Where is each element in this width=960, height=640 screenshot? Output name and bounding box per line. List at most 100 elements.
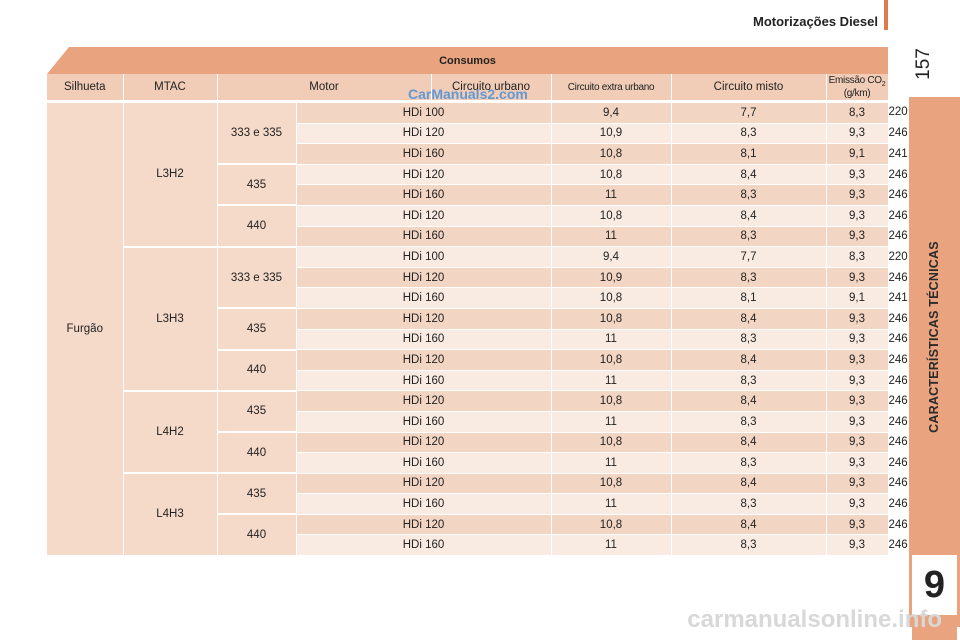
- motor-cell: HDi 120: [296, 514, 552, 536]
- extra-urbano-cell: 7,7: [671, 246, 827, 268]
- urbano-cell: 9,4: [551, 246, 672, 268]
- col-emissao-co2-label: Emissão CO: [828, 75, 882, 86]
- chapter-number: 9: [912, 555, 957, 615]
- extra-urbano-cell: 8,4: [671, 164, 827, 186]
- motor-cell: HDi 160: [296, 452, 552, 474]
- urbano-cell: 10,8: [551, 143, 672, 165]
- motor-cell: HDi 120: [296, 267, 552, 289]
- urbano-cell: 11: [551, 534, 672, 557]
- table-row: 440 HDi 120 10,8 8,4 9,3 246: [47, 205, 908, 248]
- extra-urbano-cell: 8,4: [671, 473, 827, 495]
- misto-cell: 9,3: [826, 514, 889, 536]
- misto-cell: 9,3: [826, 473, 889, 495]
- extra-urbano-cell: 8,3: [671, 267, 827, 289]
- misto-cell: 9,1: [826, 287, 889, 309]
- extra-urbano-cell: 8,3: [671, 534, 827, 557]
- urbano-cell: 11: [551, 452, 672, 474]
- motor-cell: HDi 120: [296, 432, 552, 454]
- col-motor: Motor: [217, 74, 432, 103]
- mtac-cell: 440: [217, 349, 297, 392]
- urbano-cell: 10,9: [551, 123, 672, 145]
- mtac-cell: 440: [217, 205, 297, 248]
- col-silhueta: Silhueta: [47, 74, 124, 103]
- misto-cell: 9,3: [826, 308, 889, 330]
- page-header-title: Motorizações Diesel: [753, 14, 878, 29]
- motor-cell: HDi 120: [296, 123, 552, 145]
- co2-subscript: 2: [881, 81, 886, 88]
- version-cell: L4H2: [123, 390, 218, 475]
- page-number: 157: [913, 48, 934, 80]
- table-row: HDi 160 11 8,3 9,3 246: [47, 493, 908, 515]
- table-row: 440 HDi 120 10,8 8,4 9,3 246: [47, 349, 908, 392]
- watermark-carmanualsonline: carmanualsonline.info: [687, 606, 942, 633]
- misto-cell: 9,3: [826, 370, 889, 392]
- col-emissao-co2-unit: (g/km): [843, 88, 871, 99]
- extra-urbano-cell: 8,3: [671, 329, 827, 351]
- misto-cell: 9,3: [826, 534, 889, 557]
- mtac-cell: 435: [217, 164, 297, 207]
- chapter-title: CARACTERÍSTICAS TÉCNICAS: [927, 241, 941, 433]
- header-accent-bar: [884, 0, 888, 30]
- table-row: HDi 160 11 8,3 9,3 246: [47, 370, 908, 392]
- mtac-cell: 333 e 335: [217, 246, 297, 310]
- motor-cell: HDi 120: [296, 308, 552, 330]
- extra-urbano-cell: 8,3: [671, 493, 827, 515]
- motor-cell: HDi 160: [296, 226, 552, 248]
- table-row: HDi 160 10,8 8,1 9,1 241: [47, 143, 908, 165]
- version-cell: L4H3: [123, 473, 218, 557]
- misto-cell: 9,3: [826, 390, 889, 412]
- misto-cell: 9,3: [826, 349, 889, 371]
- extra-urbano-cell: 8,1: [671, 287, 827, 309]
- silhueta-cell: Furgão: [47, 101, 124, 557]
- extra-urbano-cell: 8,4: [671, 308, 827, 330]
- urbano-cell: 10,8: [551, 287, 672, 309]
- urbano-cell: 10,8: [551, 514, 672, 536]
- urbano-cell: 10,9: [551, 267, 672, 289]
- motor-cell: HDi 160: [296, 493, 552, 515]
- misto-cell: 9,3: [826, 184, 889, 206]
- misto-cell: 9,3: [826, 267, 889, 289]
- table-row: 435 HDi 120 10,8 8,4 9,3 246: [47, 308, 908, 351]
- col-emissao-co2: Emissão CO2 (g/km): [826, 74, 889, 103]
- misto-cell: 9,3: [826, 432, 889, 454]
- urbano-cell: 11: [551, 226, 672, 248]
- urbano-cell: 11: [551, 411, 672, 433]
- motor-cell: HDi 120: [296, 473, 552, 495]
- table-row: HDi 160 11 8,3 9,3 246: [47, 184, 908, 206]
- consumption-table: Silhueta MTAC Motor Circuito urbano Circ…: [47, 74, 908, 557]
- urbano-cell: 10,8: [551, 432, 672, 454]
- table-row: L4H3 435 HDi 120 10,8 8,4 9,3 246: [47, 473, 908, 557]
- table-row: HDi 160 11 8,3 9,3 246: [47, 329, 908, 351]
- motor-cell: HDi 160: [296, 143, 552, 165]
- urbano-cell: 10,8: [551, 308, 672, 330]
- mtac-cell: 435: [217, 473, 297, 516]
- col-circuito-misto: Circuito misto: [671, 74, 827, 103]
- misto-cell: 9,3: [826, 493, 889, 515]
- table-row: HDi 160 11 8,3 9,3 246: [47, 226, 908, 248]
- extra-urbano-cell: 8,3: [671, 411, 827, 433]
- misto-cell: 9,3: [826, 164, 889, 186]
- mtac-cell: 435: [217, 308, 297, 351]
- urbano-cell: 11: [551, 184, 672, 206]
- misto-cell: 9,3: [826, 329, 889, 351]
- table-row: 440 HDi 120 10,8 8,4 9,3 246: [47, 432, 908, 475]
- mtac-cell: 333 e 335: [217, 101, 297, 166]
- extra-urbano-cell: 8,3: [671, 370, 827, 392]
- table-row: L4H2 435 HDi 120 10,8 8,4 9,3 246: [47, 390, 908, 475]
- extra-urbano-cell: 8,4: [671, 390, 827, 412]
- misto-cell: 9,3: [826, 452, 889, 474]
- misto-cell: 8,3: [826, 246, 889, 268]
- extra-urbano-cell: 8,3: [671, 123, 827, 145]
- urbano-cell: 9,4: [551, 101, 672, 124]
- mtac-cell: 440: [217, 432, 297, 475]
- table-header-row: Silhueta MTAC Motor Circuito urbano Circ…: [47, 74, 889, 103]
- motor-cell: HDi 160: [296, 534, 552, 557]
- misto-cell: 9,3: [826, 226, 889, 248]
- table-row: HDi 120 10,9 8,3 9,3 246: [47, 267, 908, 289]
- version-cell: L3H2: [123, 101, 218, 248]
- motor-cell: HDi 120: [296, 205, 552, 227]
- urbano-cell: 11: [551, 493, 672, 515]
- table-row: HDi 160 11 8,3 9,3 246: [47, 534, 908, 557]
- motor-cell: HDi 160: [296, 329, 552, 351]
- table-row: 440 HDi 120 10,8 8,4 9,3 246: [47, 514, 908, 557]
